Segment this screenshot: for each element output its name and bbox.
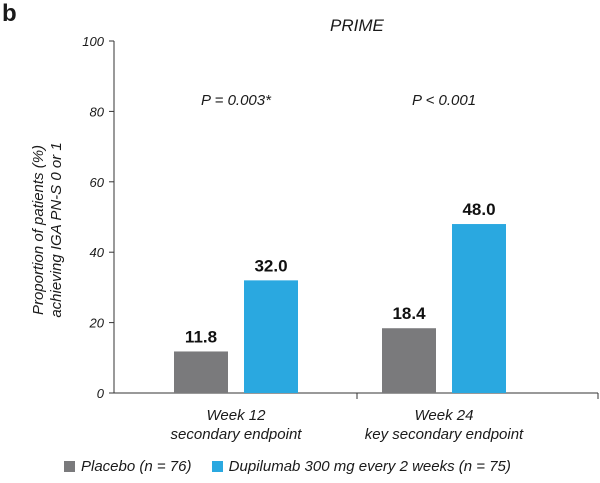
bar-value-label: 18.4	[392, 304, 426, 323]
x-category-label: Week 24	[415, 407, 474, 424]
y-axis-label: Proportion of patients (%)achieving IGA …	[30, 142, 65, 317]
legend-swatch-placebo	[64, 461, 75, 472]
bar-placebo	[382, 328, 436, 393]
x-category-label: secondary endpoint	[171, 426, 303, 443]
y-tick-label: 80	[90, 104, 105, 119]
legend-swatch-dupilumab	[211, 461, 223, 472]
y-tick-label: 40	[90, 245, 105, 260]
p-value-annotation: P < 0.001	[412, 92, 476, 109]
legend-item-placebo: Placebo (n = 76)	[64, 458, 192, 475]
p-value-annotation: P = 0.003*	[201, 92, 272, 109]
bar-dupilumab	[452, 224, 506, 393]
y-tick-label: 0	[97, 386, 105, 401]
y-axis-label-line: achieving IGA PN-S 0 or 1	[48, 142, 65, 317]
legend-label-placebo: Placebo (n = 76)	[81, 458, 192, 475]
panel-label: b	[2, 0, 17, 27]
legend-item-dupilumab: Dupilumab 300 mg every 2 weeks (n = 75)	[211, 458, 511, 475]
y-tick-label: 100	[82, 34, 104, 49]
bar-placebo	[174, 351, 228, 393]
chart-title: PRIME	[330, 16, 384, 35]
y-tick-label: 20	[89, 316, 105, 331]
legend: Placebo (n = 76) Dupilumab 300 mg every …	[64, 458, 527, 476]
y-tick-label: 60	[90, 175, 105, 190]
x-category-label: key secondary endpoint	[365, 426, 524, 443]
legend-label-dupilumab: Dupilumab 300 mg every 2 weeks (n = 75)	[228, 458, 511, 475]
bar-dupilumab	[244, 280, 298, 393]
x-category-label: Week 12	[207, 407, 267, 424]
bar-value-label: 48.0	[462, 200, 495, 219]
bar-value-label: 11.8	[185, 327, 217, 346]
bar-value-label: 32.0	[254, 256, 287, 275]
y-axis-label-line: Proportion of patients (%)	[30, 145, 47, 315]
